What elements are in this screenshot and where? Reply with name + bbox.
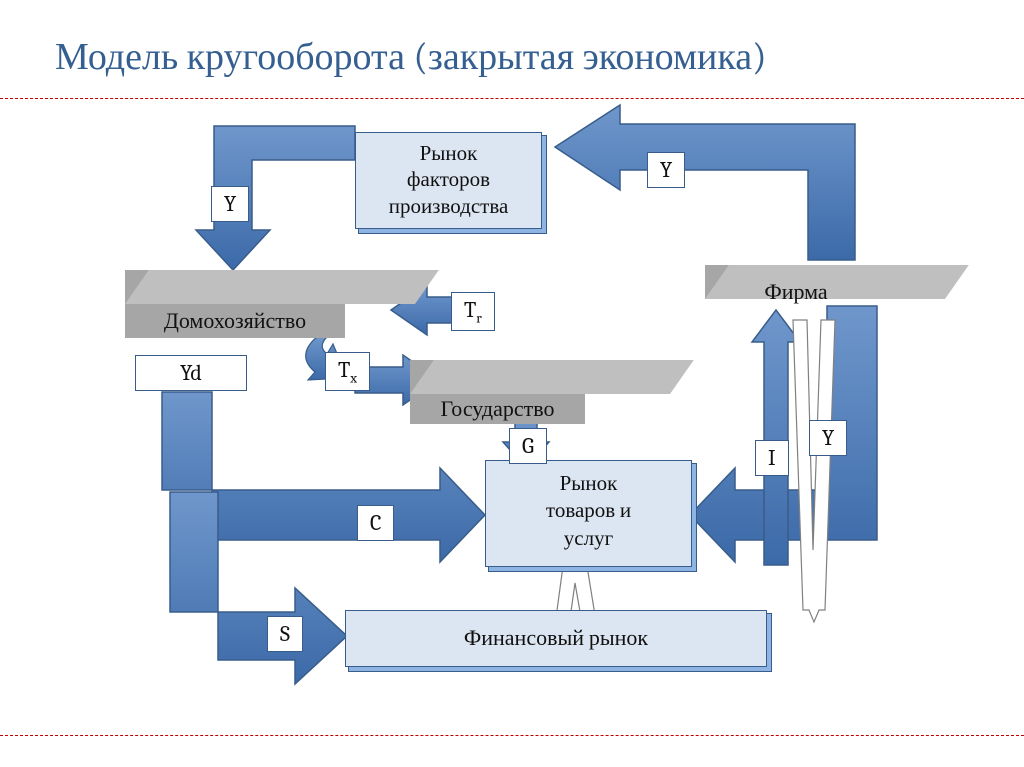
thin-connector-firm-financial [793,320,835,622]
tag-s: S [267,616,303,652]
tag-c: C [357,505,394,541]
arrow-firm-to-factor [555,105,855,260]
goods-market-box: Рынок товаров и услуг [485,460,692,567]
tag-y-topright: Y [647,152,685,188]
state-label: Государство [410,394,585,424]
tag-y-topleft: Y [211,186,249,222]
slide: Модель кругооборота (закрытая экономика) [0,0,1024,767]
state-slab [410,360,670,394]
households-label: Домохозяйство [125,304,345,338]
circular-flow-diagram: Домохозяйство Фирма Государство Рынок фа… [55,120,969,740]
factor-market-box: Рынок факторов производства [355,132,542,229]
tag-g: G [509,428,547,464]
financial-market-label: Финансовый рынок [346,611,766,666]
financial-market-box: Финансовый рынок [345,610,767,667]
tag-yd: Yd [135,355,247,391]
firm-label: Фирма [736,277,856,307]
factor-market-label: Рынок факторов производства [356,133,541,226]
tag-i: I [755,440,789,476]
tag-tx: Tx [325,352,370,391]
households-slab [125,270,415,304]
tag-y-right: Y [809,420,847,456]
tag-tr: Tr [451,292,495,331]
page-title: Модель кругооборота (закрытая экономика) [55,35,767,79]
divider-bottom [0,735,1024,736]
goods-market-label: Рынок товаров и услуг [486,461,691,559]
divider-top [0,98,1024,99]
